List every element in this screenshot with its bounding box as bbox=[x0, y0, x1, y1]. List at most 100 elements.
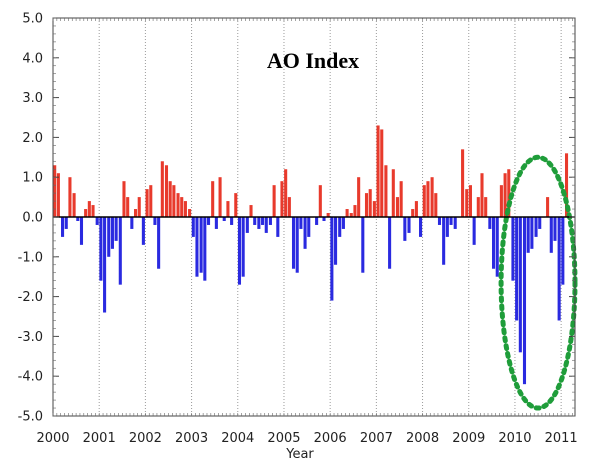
bar bbox=[145, 189, 149, 217]
bar bbox=[53, 165, 57, 217]
bar bbox=[557, 217, 561, 321]
x-tick-label: 2008 bbox=[406, 431, 439, 446]
bar bbox=[157, 217, 161, 269]
bar bbox=[422, 185, 426, 217]
bar bbox=[330, 217, 334, 301]
bar bbox=[315, 217, 319, 225]
bar bbox=[372, 201, 376, 217]
axis-ticks bbox=[52, 17, 575, 417]
bar bbox=[549, 217, 553, 253]
bar bbox=[564, 153, 569, 217]
bar bbox=[492, 217, 496, 269]
bar bbox=[110, 217, 114, 249]
bar bbox=[168, 181, 172, 217]
bar bbox=[299, 217, 303, 229]
bar bbox=[349, 213, 353, 217]
bar bbox=[291, 217, 296, 269]
bar bbox=[484, 197, 488, 217]
bar bbox=[353, 205, 357, 217]
bar bbox=[326, 213, 330, 217]
bar bbox=[561, 217, 565, 285]
bar bbox=[222, 217, 226, 221]
bar bbox=[203, 217, 207, 281]
bar bbox=[133, 209, 138, 217]
bar bbox=[388, 217, 392, 269]
bar bbox=[295, 217, 299, 273]
bar bbox=[87, 201, 91, 217]
bar bbox=[84, 209, 88, 217]
x-tick-label: 2001 bbox=[83, 431, 116, 446]
y-tick-label: 5.0 bbox=[22, 12, 43, 27]
bar bbox=[395, 197, 399, 217]
bar bbox=[280, 181, 284, 217]
bar bbox=[399, 181, 403, 217]
bar bbox=[268, 217, 272, 225]
bar bbox=[322, 217, 326, 221]
y-tick-label: 4.0 bbox=[22, 51, 43, 66]
bar bbox=[276, 217, 280, 237]
bar bbox=[79, 217, 84, 245]
bar bbox=[538, 217, 542, 229]
bar bbox=[284, 169, 288, 217]
bar bbox=[56, 173, 60, 217]
bar bbox=[461, 149, 465, 217]
bar bbox=[334, 217, 338, 265]
bars bbox=[53, 125, 569, 385]
bar bbox=[183, 201, 187, 217]
y-tick-label: -3.0 bbox=[18, 330, 43, 345]
bar bbox=[214, 217, 218, 229]
bar bbox=[241, 217, 245, 277]
bar bbox=[341, 217, 345, 229]
bar bbox=[553, 217, 557, 241]
x-tick-label: 2004 bbox=[221, 431, 254, 446]
bar bbox=[68, 177, 72, 217]
bar bbox=[230, 217, 234, 225]
bar bbox=[141, 217, 145, 245]
x-tick-label: 2002 bbox=[129, 431, 162, 446]
x-tick-label: 2007 bbox=[360, 431, 393, 446]
bar bbox=[64, 217, 68, 229]
bar bbox=[526, 217, 530, 253]
bar bbox=[338, 217, 342, 237]
bar bbox=[307, 217, 311, 237]
bar bbox=[403, 217, 407, 241]
bar bbox=[180, 197, 184, 217]
bar bbox=[264, 217, 268, 233]
x-tick-labels: 2000 2001 2002 2003 2004 2005 2006 2007 2008 2009… bbox=[36, 431, 577, 446]
bar bbox=[445, 217, 449, 237]
bar bbox=[511, 217, 515, 281]
bar bbox=[414, 201, 418, 217]
bar bbox=[518, 217, 522, 353]
bar bbox=[272, 185, 276, 217]
bar bbox=[453, 217, 457, 229]
bar bbox=[318, 185, 322, 217]
bar bbox=[234, 193, 238, 217]
bar bbox=[95, 217, 99, 225]
x-tick-label: 2009 bbox=[452, 431, 485, 446]
bar bbox=[488, 217, 492, 229]
bar bbox=[99, 217, 103, 281]
bar bbox=[130, 217, 134, 229]
bar bbox=[188, 209, 192, 217]
bar bbox=[206, 217, 211, 225]
bar bbox=[534, 217, 538, 237]
bar bbox=[211, 181, 215, 217]
bar bbox=[530, 217, 534, 249]
bar bbox=[515, 217, 519, 321]
y-tick-label: -2.0 bbox=[18, 290, 43, 305]
bar bbox=[257, 217, 261, 229]
bar bbox=[218, 177, 222, 217]
bar bbox=[226, 201, 230, 217]
bar bbox=[407, 217, 411, 233]
bar bbox=[261, 217, 265, 225]
bar bbox=[164, 165, 169, 217]
bar bbox=[153, 217, 157, 225]
x-tick-label: 2003 bbox=[175, 431, 208, 446]
chart-title: AO Index bbox=[267, 48, 359, 73]
bar bbox=[249, 205, 253, 217]
x-axis-title: Year bbox=[285, 447, 314, 462]
bar bbox=[176, 193, 180, 217]
bar bbox=[149, 185, 153, 217]
